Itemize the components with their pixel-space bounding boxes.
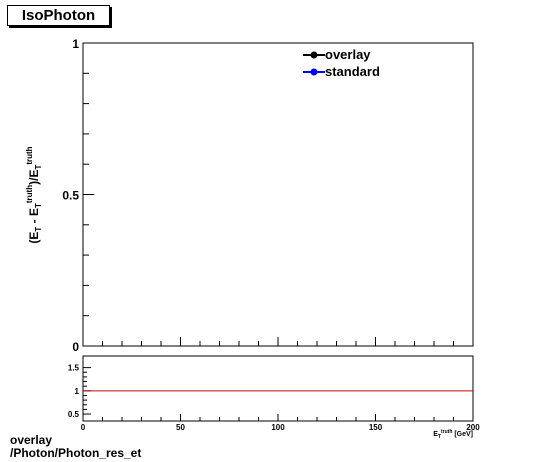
- main-y-axis: 00.51: [62, 37, 94, 354]
- legend-entry-overlay: overlay: [303, 47, 371, 62]
- ratio-x-tick-label: 50: [176, 423, 185, 432]
- main-y-axis-title: (ET - ETtruth)/ETtruth: [25, 146, 43, 243]
- ratio-x-axis: 0 50 100 150 200: [81, 414, 480, 432]
- legend: overlay standard: [303, 47, 380, 79]
- main-x-axis-ticks: [82, 337, 474, 346]
- plot-title: IsoPhoton: [7, 5, 110, 26]
- ratio-x-axis-title: ETtruth [GeV]: [433, 429, 473, 440]
- ratio-x-tick-label: 100: [271, 423, 285, 432]
- ratio-x-tick-label: 0: [81, 423, 86, 432]
- main-y-tick-label: 0.5: [62, 189, 79, 203]
- svg-text:(ET - ETtruth)/ETtruth: (ET - ETtruth)/ETtruth: [25, 146, 43, 243]
- ratio-y-tick-label: 0.5: [68, 410, 80, 419]
- legend-entry-standard: standard: [303, 64, 380, 79]
- ratio-y-tick-label: 1: [75, 387, 80, 396]
- legend-label-overlay: overlay: [325, 47, 371, 62]
- ratio-plot-frame: [82, 355, 474, 422]
- footer-path: /Photon/Photon_res_et: [10, 446, 142, 460]
- ratio-y-tick-label: 1.5: [68, 364, 80, 373]
- legend-label-standard: standard: [325, 64, 380, 79]
- main-plot-frame: [82, 42, 474, 347]
- ratio-x-tick-label: 150: [369, 423, 383, 432]
- main-y-tick-label: 1: [72, 37, 79, 51]
- main-y-tick-label: 0: [72, 340, 79, 354]
- ratio-y-axis: 0.5 1 1.5: [68, 364, 91, 419]
- footer-label: overlay: [10, 433, 53, 447]
- ratio-x-tick-label: 200: [466, 423, 480, 432]
